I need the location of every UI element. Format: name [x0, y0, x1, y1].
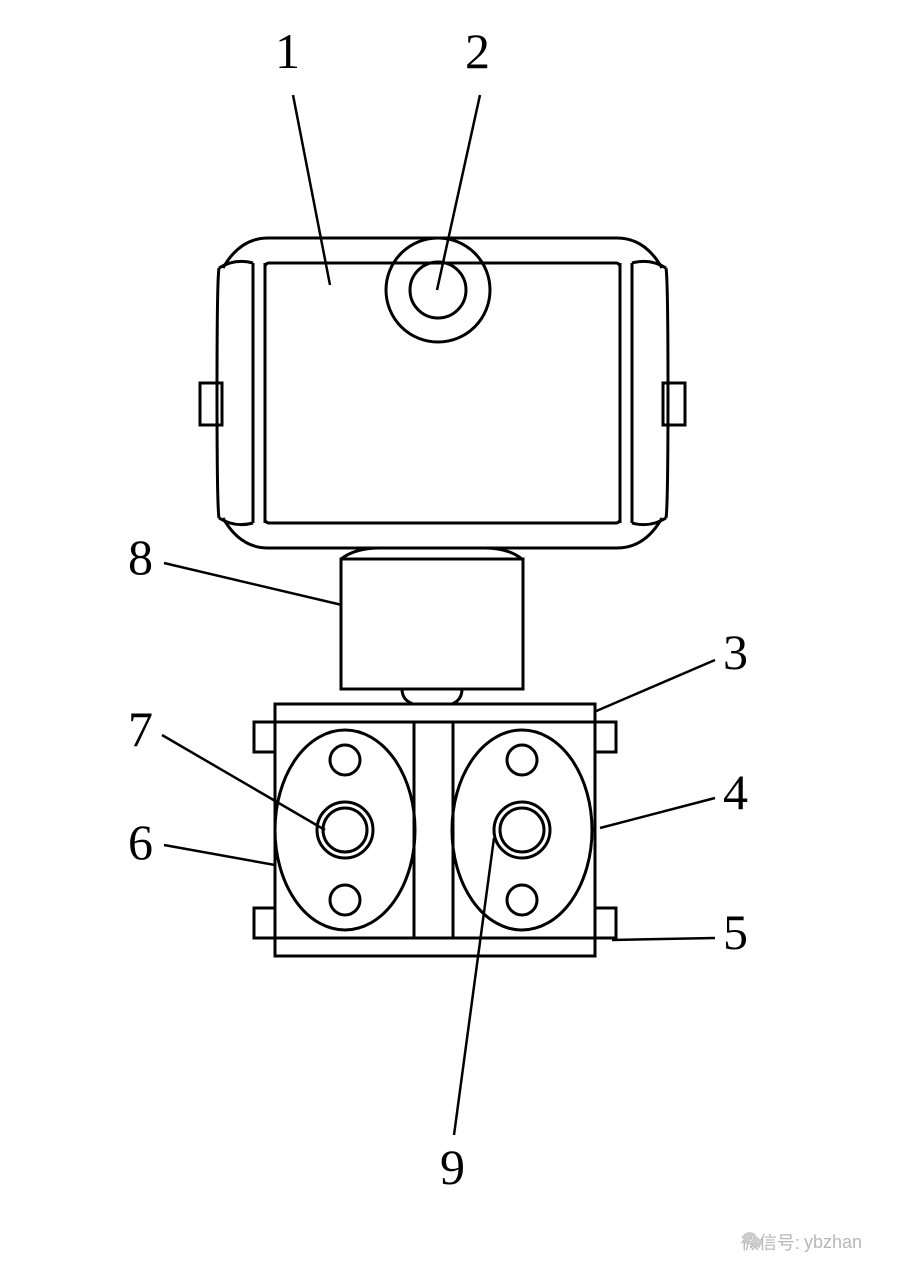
label-2: 2	[465, 22, 490, 80]
right-cap	[620, 261, 685, 524]
left-flange	[275, 730, 415, 930]
lower-right-notch-top	[595, 722, 616, 752]
technical-diagram	[0, 0, 902, 1275]
coupling	[402, 689, 462, 704]
lower-right-notch-bottom	[595, 908, 616, 938]
neck-transition	[341, 548, 522, 559]
label-1: 1	[275, 22, 300, 80]
leader-lines	[162, 95, 715, 1135]
label-6: 6	[128, 813, 153, 871]
wechat-watermark: 微信号: ybzhan	[741, 1229, 862, 1255]
lower-left-notch-bottom	[254, 908, 275, 938]
label-7: 7	[128, 700, 153, 758]
label-5: 5	[723, 903, 748, 961]
upper-housing-body	[265, 263, 620, 523]
label-8: 8	[128, 528, 153, 586]
wechat-icon	[741, 1229, 765, 1253]
label-4: 4	[723, 763, 748, 821]
left-cap	[200, 261, 265, 524]
neck	[341, 559, 523, 689]
label-9: 9	[440, 1138, 465, 1196]
wechat-account: ybzhan	[804, 1232, 862, 1253]
lower-left-notch-top	[254, 722, 275, 752]
right-flange	[452, 730, 592, 930]
label-3: 3	[723, 623, 748, 681]
